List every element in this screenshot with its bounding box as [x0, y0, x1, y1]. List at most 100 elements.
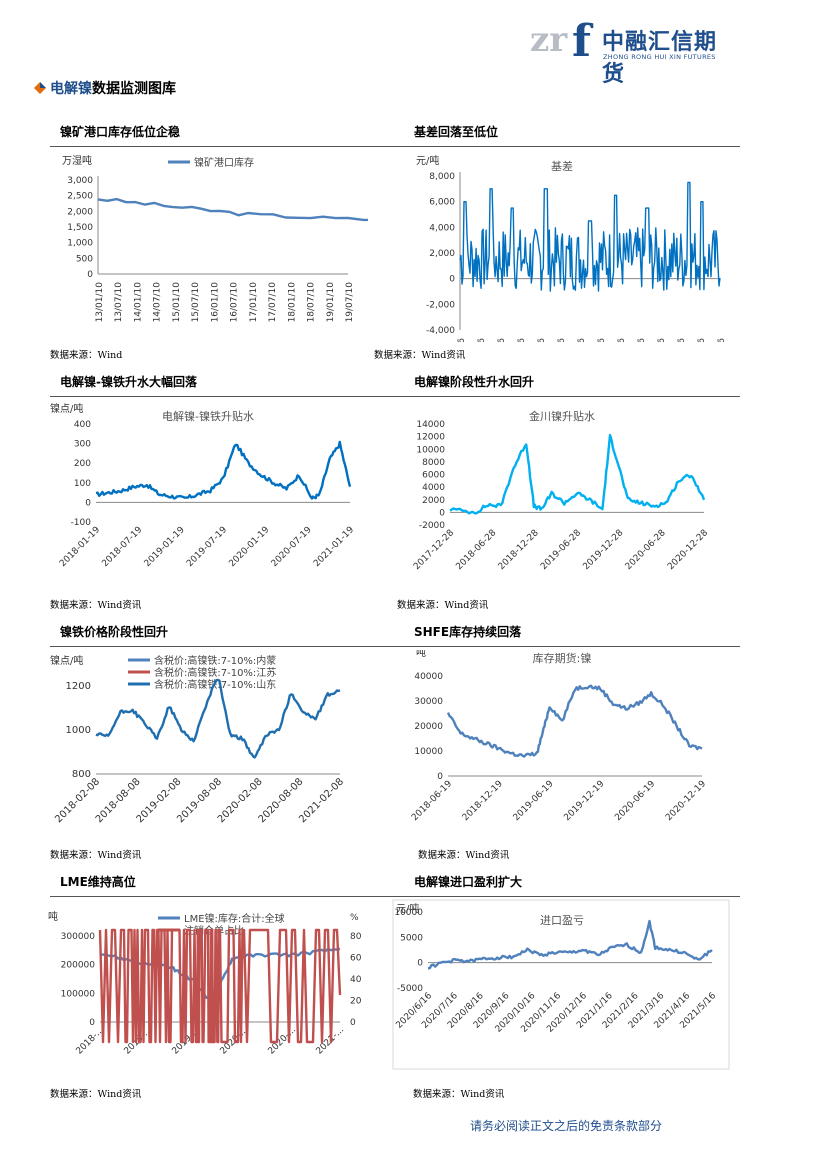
x-tick-label: 2020-07-19	[270, 525, 314, 569]
y-tick-label: 0	[449, 275, 455, 285]
x-tick-label: 15/10/16	[477, 338, 487, 342]
x-tick-label: 18/04/16	[677, 338, 687, 342]
x-tick-label: 17/07/10	[268, 282, 278, 323]
x-tick-label: 19/07/10	[345, 282, 355, 323]
x-tick-label: 2018-06-28	[454, 528, 498, 572]
y-tick-label: 0	[439, 508, 445, 518]
y-axis-label: 万湿吨	[62, 154, 92, 167]
y-tick-label: 500	[76, 254, 93, 264]
brand-mark-f: f	[572, 16, 591, 67]
y-tick-label: -5000	[397, 984, 423, 994]
y-tick-label: 4,000	[429, 223, 455, 233]
x-tick-label: 2018-12-19	[461, 779, 505, 823]
section-title-colored: 电解镍	[50, 81, 92, 97]
y-tick-label: 30000	[414, 697, 443, 707]
brand-mark: zr	[530, 20, 568, 60]
series-line	[459, 181, 721, 292]
y-tick-label: 100000	[61, 989, 96, 999]
divider	[50, 396, 740, 397]
y-tick-label: 1,500	[67, 223, 93, 233]
y-tick-label: 3,000	[67, 176, 93, 186]
y-tick-label: 100	[74, 479, 91, 489]
chart-nickel-nfe-premium: 400 300 200 100 0 -100 镍点/吨 2018-01-192018-07-1…	[50, 402, 356, 569]
y-tick-label: -2000	[419, 521, 445, 531]
series-line	[95, 440, 352, 500]
y-tick-label: 4000	[422, 483, 445, 493]
x-tick-label: 2020-01-19	[227, 525, 271, 569]
footer-disclaimer: 请务必阅读正文之后的免责条款部分	[470, 1119, 663, 1133]
x-tick-label: 17/04/16	[597, 338, 607, 342]
y-axis-label: 吨	[48, 910, 58, 923]
chart-title: 电解镍-镍铁升贴水	[162, 409, 254, 423]
x-tick-label: 17/01/16	[577, 338, 587, 342]
panel-title: SHFE库存持续回落	[414, 625, 522, 639]
x-tick-label: 14/07/10	[153, 282, 163, 323]
x-tick-label: 2019-07-19	[185, 525, 229, 569]
panel-title: 电解镍阶段性升水回升	[414, 375, 535, 389]
x-tick-label: 2018-12-28	[497, 528, 541, 572]
x-tick-label: 14/01/10	[133, 282, 143, 323]
x-tick-label: 2020-12-19	[664, 779, 708, 823]
brand-name-en: ZHONG RONG HUI XIN FUTURES	[603, 53, 716, 61]
source-note: 数据来源：Wind资讯	[374, 350, 466, 361]
series-line	[98, 928, 342, 1044]
x-tick-label: 17/07/16	[617, 338, 627, 342]
y-tick-label: 200000	[61, 961, 96, 971]
source-note: 数据来源：Wind资讯	[418, 850, 510, 861]
source-note: 数据来源：Wind资讯	[397, 600, 489, 611]
y-tick-label: 200	[74, 459, 91, 469]
y-tick-label: 2000	[422, 496, 445, 506]
x-tick-label: 2018-...	[74, 1025, 106, 1057]
y-tick-label: 8,000	[429, 172, 455, 182]
y-tick-label: 40000	[414, 672, 443, 682]
source-note: 数据来源：Wind资讯	[50, 600, 142, 611]
y-axis-label: 镍点/吨	[50, 654, 83, 667]
y-tick-label: 0	[85, 498, 91, 508]
panel-title: 镍铁价格阶段性回升	[60, 625, 169, 639]
x-tick-label: 18/01/10	[287, 282, 297, 323]
x-tick-label: 18/07/16	[697, 338, 707, 342]
divider	[50, 896, 740, 897]
panel-title: 电解镍进口盈利扩大	[414, 875, 523, 889]
x-tick-label: 2020-06-19	[613, 779, 657, 823]
y2-tick-label: 20	[350, 997, 362, 1007]
y-tick-label: 800	[72, 769, 91, 780]
brand-logo: zr f 中融汇信期货 ZHONG RONG HUI XIN FUTURES	[530, 16, 730, 87]
y-tick-label: -2,000	[426, 300, 455, 310]
series-line	[97, 197, 368, 222]
y-axis-label: 元/吨	[416, 154, 439, 167]
chart-shfe-inventory: 40000 30000 20000 10000 0 吨 2018-06-19 2018-12-…	[410, 650, 708, 823]
x-tick-label: 2021-01-19	[312, 525, 356, 569]
x-tick-label: 2019-06-19	[512, 779, 556, 823]
x-tick-label: 2018-01-19	[58, 525, 102, 569]
legend-label: 镍矿港口库存	[194, 156, 254, 169]
diamond-icon	[34, 82, 46, 94]
legend-label: 含税价:高镍铁:7-10%:内蒙	[154, 654, 276, 667]
y2-axis-label: %	[350, 913, 359, 923]
x-tick-label: 2019-01-19	[143, 525, 187, 569]
y-tick-label: 300	[74, 440, 91, 450]
series-line	[446, 684, 703, 758]
x-tick-label: 18/07/10	[307, 282, 317, 323]
y-tick-label: 0	[89, 1018, 95, 1028]
divider	[50, 146, 740, 147]
y2-tick-label: 0	[350, 1018, 356, 1028]
series-line	[95, 678, 341, 759]
x-tick-label: 15/01/10	[172, 282, 182, 323]
y-tick-label: 0	[417, 959, 423, 969]
x-tick-label: 16/04/16	[517, 338, 527, 342]
x-tick-label: 2019-06-28	[539, 528, 583, 572]
y-tick-label: 1,000	[67, 239, 93, 249]
y-tick-label: 6,000	[429, 198, 455, 208]
y-tick-label: 300000	[61, 932, 96, 942]
x-tick-label: 16/10/16	[557, 338, 567, 342]
panel-title: 基差回落至低位	[414, 125, 499, 139]
y-tick-label: 10000	[394, 908, 423, 918]
legend-label: 注销仓单占比	[184, 924, 244, 937]
y-tick-label: 0	[87, 270, 93, 280]
legend-label: 含税价:高镍铁:7-10%:江苏	[154, 666, 276, 679]
y-tick-label: 1000	[66, 725, 91, 736]
chart-frame	[392, 899, 730, 1070]
x-tick-label: 16/01/16	[497, 338, 507, 342]
